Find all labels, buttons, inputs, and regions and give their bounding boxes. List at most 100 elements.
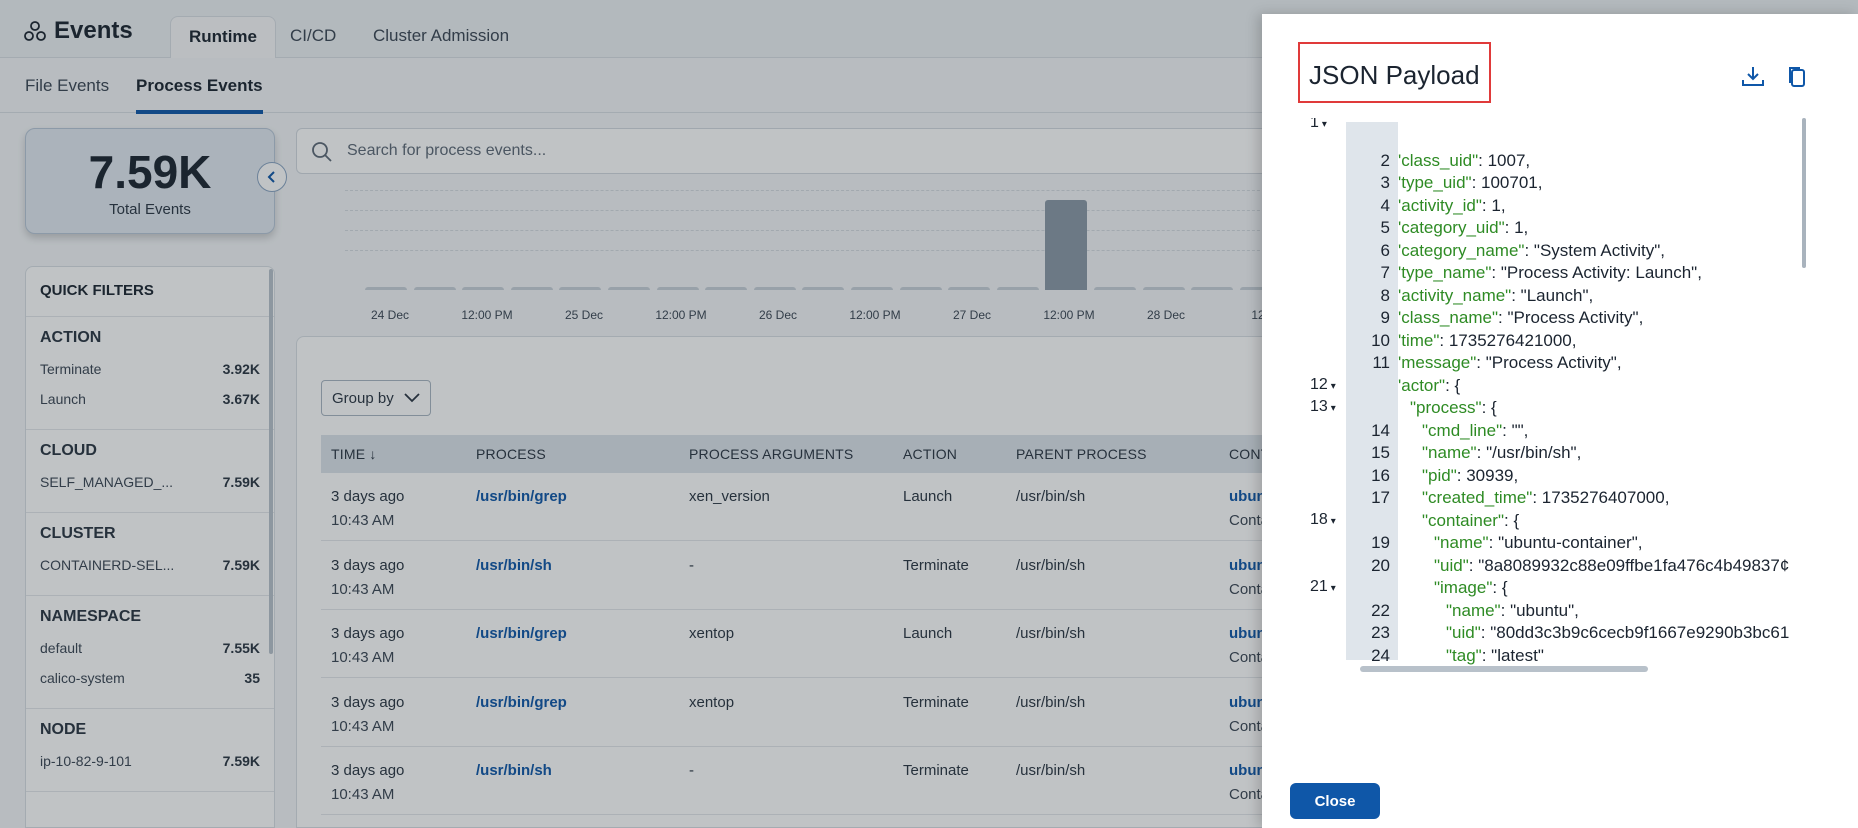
subtab-process-events[interactable]: Process Events	[136, 76, 263, 114]
copy-button[interactable]	[1784, 64, 1810, 90]
histogram-bar[interactable]	[1094, 287, 1136, 290]
search-input[interactable]	[347, 129, 1147, 173]
column-header-time[interactable]: TIME ↓	[331, 446, 377, 462]
histogram-bar[interactable]	[510, 287, 553, 290]
collapse-panel-button[interactable]	[257, 162, 287, 192]
line-number: 8	[1380, 285, 1390, 305]
json-string-value: "ubuntu-container"	[1498, 533, 1638, 552]
json-key: 'actor"	[1398, 375, 1446, 395]
json-punctuation: ,	[1576, 443, 1582, 462]
cell-process[interactable]: /usr/bin/sh	[476, 554, 552, 578]
filter-option-count: 7.59K	[222, 557, 260, 573]
subtab-file-events[interactable]: File Events	[25, 76, 110, 95]
filter-option-label: SELF_MANAGED_...	[40, 474, 174, 490]
cell-process[interactable]: /usr/bin/grep	[476, 691, 567, 715]
histogram-bar[interactable]	[753, 287, 796, 290]
download-button[interactable]	[1740, 64, 1766, 90]
column-header-parent-process[interactable]: PARENT PROCESS	[1016, 446, 1147, 462]
cell-container[interactable]: ubun Conta	[1229, 554, 1269, 602]
cell-process-value: /usr/bin/sh	[476, 556, 552, 574]
table-row[interactable]: 3 days ago 10:43 AM/usr/bin/sh - Terminate /…	[321, 542, 1307, 610]
column-header-container[interactable]: CONT	[1229, 446, 1270, 462]
cell-time: 3 days ago 10:43 AM	[331, 554, 404, 602]
cell-container[interactable]: ubun Conta	[1229, 759, 1269, 807]
json-code-line: "name": "ubuntu-container",	[1434, 533, 1642, 553]
cell-container-subtext: Conta	[1229, 786, 1270, 803]
column-header-action[interactable]: ACTION	[903, 446, 958, 462]
table-row[interactable]: 3 days ago 10:43 AM/usr/bin/grep xentop Ter…	[321, 679, 1307, 747]
histogram-bar[interactable]	[802, 287, 845, 290]
json-value: :	[1491, 263, 1501, 282]
filters-scrollbar[interactable]	[269, 269, 273, 654]
histogram-bar[interactable]	[559, 287, 602, 290]
histogram-bar[interactable]	[899, 287, 942, 290]
filter-option[interactable]: Launch 3.67K	[40, 391, 260, 407]
line-number: 2	[1380, 150, 1390, 170]
histogram-bar[interactable]	[413, 287, 456, 290]
histogram-bar[interactable]	[462, 287, 505, 290]
json-value: :	[1481, 645, 1492, 665]
code-vertical-scrollbar[interactable]	[1802, 118, 1806, 268]
cell-time: 3 days ago 10:43 AM	[331, 691, 404, 739]
table-row[interactable]: 3 days ago 10:43 AM/usr/bin/sh - Terminate /…	[321, 747, 1307, 815]
fold-toggle[interactable]: 1 ▾	[1310, 118, 1327, 132]
filter-option[interactable]: calico-system 35	[40, 670, 260, 686]
fold-toggle[interactable]: 18 ▾	[1310, 511, 1336, 529]
cell-parent-process: /usr/bin/sh	[1016, 554, 1085, 578]
histogram-bar[interactable]	[1045, 200, 1088, 290]
histogram-bar[interactable]	[948, 287, 991, 290]
cell-process[interactable]: /usr/bin/sh	[476, 759, 552, 783]
group-by-dropdown[interactable]: Group by	[321, 380, 431, 416]
tab-ci-cd[interactable]: CI/CD	[290, 26, 337, 45]
cell-container[interactable]: ubun Conta	[1229, 622, 1269, 670]
search-bar	[296, 128, 1296, 174]
json-code-line: "image": {	[1434, 578, 1508, 598]
filter-option[interactable]: default 7.55K	[40, 640, 260, 656]
fold-toggle[interactable]: 12 ▾	[1310, 376, 1336, 394]
json-value: :	[1476, 353, 1486, 372]
histogram-bar[interactable]	[1239, 287, 1282, 290]
line-number: 23	[1371, 623, 1390, 642]
histogram-bar[interactable]	[996, 287, 1039, 290]
filter-option[interactable]: Terminate 3.92K	[40, 361, 260, 377]
histogram-x-label: 12:00 PM	[1043, 308, 1095, 322]
histogram-x-label: 28 Dec	[1146, 308, 1186, 322]
histogram-bar[interactable]	[1191, 287, 1234, 290]
json-code-line: 'actor": {	[1398, 376, 1460, 396]
json-key: "pid"	[1422, 465, 1457, 485]
histogram-bar[interactable]	[851, 287, 893, 290]
cell-process[interactable]: /usr/bin/grep	[476, 485, 567, 509]
tab-cluster-admission[interactable]: Cluster Admission	[373, 26, 510, 45]
fold-toggle[interactable]: 13 ▾	[1310, 398, 1336, 416]
cell-container[interactable]: ubun Conta	[1229, 485, 1269, 533]
line-number: 17	[1371, 488, 1390, 507]
cell-container[interactable]: ubun Conta	[1229, 691, 1269, 739]
table-row[interactable]: 3 days ago 10:43 AM/usr/bin/grep xentop Lau…	[321, 610, 1307, 678]
filter-option[interactable]: SELF_MANAGED_... 7.59K	[40, 474, 260, 490]
histogram-bar[interactable]	[705, 287, 748, 290]
filter-option[interactable]: CONTAINERD-SEL... 7.59K	[40, 557, 260, 573]
cell-process-value: /usr/bin/grep	[476, 488, 567, 505]
column-header-process-arguments[interactable]: PROCESS ARGUMENTS	[689, 446, 854, 462]
json-value: : 1735276407000,	[1532, 488, 1670, 507]
cell-action: Terminate	[903, 759, 969, 783]
cell-action: Launch	[903, 485, 952, 509]
column-header-process[interactable]: PROCESS	[476, 446, 546, 462]
tab-runtime[interactable]: Runtime	[170, 16, 276, 58]
histogram-bar[interactable]	[656, 287, 699, 290]
line-number: 7	[1380, 263, 1390, 282]
fold-toggle[interactable]: 21 ▾	[1310, 578, 1336, 596]
line-number: 6	[1380, 240, 1390, 260]
sort-desc-icon: ↓	[369, 446, 377, 462]
code-horizontal-scrollbar[interactable]	[1360, 666, 1648, 672]
histogram-bar[interactable]	[1142, 287, 1185, 290]
chevron-left-icon	[267, 171, 275, 183]
table-row[interactable]: 3 days ago 10:43 AM/usr/bin/grep xen_versi…	[321, 473, 1307, 541]
cell-container-value: ubun	[1229, 762, 1266, 779]
histogram-bar[interactable]	[365, 287, 407, 290]
close-button[interactable]: Close	[1290, 783, 1380, 819]
cell-process[interactable]: /usr/bin/grep	[476, 622, 567, 646]
filter-option[interactable]: ip-10-82-9-101 7.59K	[40, 753, 260, 769]
json-code-viewer[interactable]: 1 ▾ 2'class_uid": 1007, 3'type_uid": 100701…	[1310, 118, 1810, 674]
histogram-bar[interactable]	[608, 287, 650, 290]
